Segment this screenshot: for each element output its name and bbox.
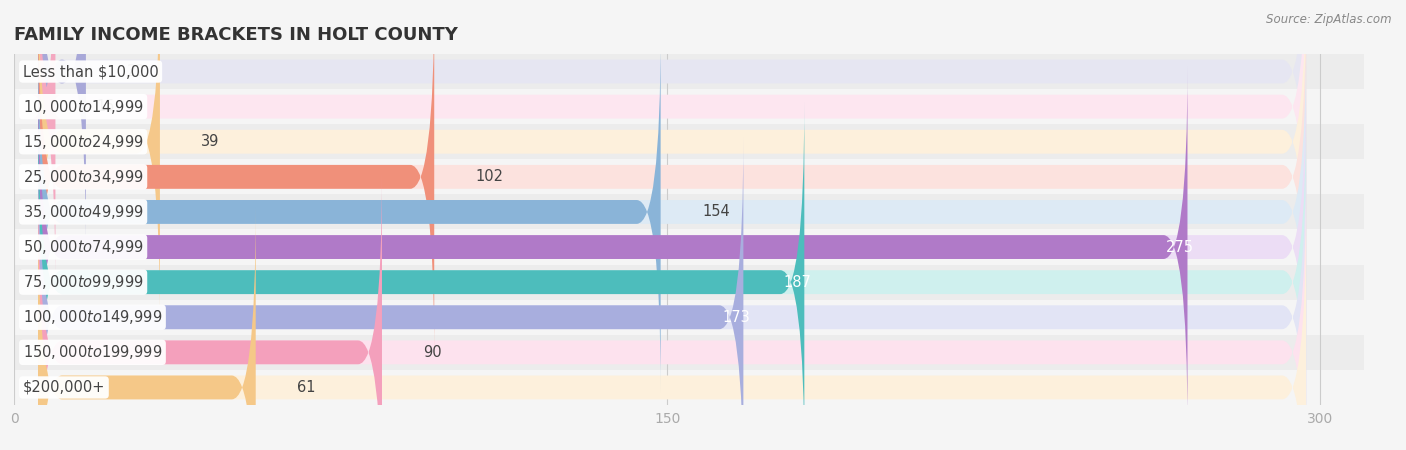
Text: $25,000 to $34,999: $25,000 to $34,999 xyxy=(22,168,143,186)
FancyBboxPatch shape xyxy=(38,0,1306,358)
FancyBboxPatch shape xyxy=(31,0,62,288)
Bar xyxy=(14,265,1364,300)
Text: 15: 15 xyxy=(97,99,115,114)
Text: 102: 102 xyxy=(475,169,503,184)
Text: 187: 187 xyxy=(783,274,811,290)
FancyBboxPatch shape xyxy=(38,31,1306,393)
FancyBboxPatch shape xyxy=(38,0,1306,323)
Text: $10,000 to $14,999: $10,000 to $14,999 xyxy=(22,98,143,116)
Text: $150,000 to $199,999: $150,000 to $199,999 xyxy=(22,343,162,361)
Text: $100,000 to $149,999: $100,000 to $149,999 xyxy=(22,308,162,326)
Text: 275: 275 xyxy=(1166,239,1194,255)
FancyBboxPatch shape xyxy=(38,0,1306,288)
Text: 22: 22 xyxy=(128,64,146,79)
Text: $35,000 to $49,999: $35,000 to $49,999 xyxy=(22,203,143,221)
FancyBboxPatch shape xyxy=(38,171,382,450)
Bar xyxy=(14,124,1364,159)
FancyBboxPatch shape xyxy=(38,0,1306,252)
Text: 154: 154 xyxy=(702,204,730,220)
FancyBboxPatch shape xyxy=(38,136,1306,450)
Text: 61: 61 xyxy=(297,380,315,395)
FancyBboxPatch shape xyxy=(38,207,256,450)
FancyBboxPatch shape xyxy=(38,207,1306,450)
Bar xyxy=(14,370,1364,405)
Bar xyxy=(14,194,1364,230)
Bar xyxy=(14,300,1364,335)
FancyBboxPatch shape xyxy=(38,0,434,358)
FancyBboxPatch shape xyxy=(38,0,160,323)
Text: Source: ZipAtlas.com: Source: ZipAtlas.com xyxy=(1267,14,1392,27)
FancyBboxPatch shape xyxy=(38,171,1306,450)
Bar xyxy=(14,335,1364,370)
Bar xyxy=(14,89,1364,124)
Text: Less than $10,000: Less than $10,000 xyxy=(22,64,159,79)
Text: 39: 39 xyxy=(201,134,219,149)
Text: 90: 90 xyxy=(423,345,441,360)
Bar xyxy=(14,230,1364,265)
FancyBboxPatch shape xyxy=(38,31,661,393)
FancyBboxPatch shape xyxy=(38,136,744,450)
Text: $75,000 to $99,999: $75,000 to $99,999 xyxy=(22,273,143,291)
FancyBboxPatch shape xyxy=(38,101,1306,450)
FancyBboxPatch shape xyxy=(38,66,1188,428)
Text: 173: 173 xyxy=(723,310,749,325)
FancyBboxPatch shape xyxy=(38,101,804,450)
Text: $50,000 to $74,999: $50,000 to $74,999 xyxy=(22,238,143,256)
Text: $200,000+: $200,000+ xyxy=(22,380,105,395)
Text: FAMILY INCOME BRACKETS IN HOLT COUNTY: FAMILY INCOME BRACKETS IN HOLT COUNTY xyxy=(14,26,458,44)
FancyBboxPatch shape xyxy=(38,0,86,252)
Bar xyxy=(14,159,1364,194)
Text: $15,000 to $24,999: $15,000 to $24,999 xyxy=(22,133,143,151)
Bar xyxy=(14,54,1364,89)
FancyBboxPatch shape xyxy=(38,66,1306,428)
